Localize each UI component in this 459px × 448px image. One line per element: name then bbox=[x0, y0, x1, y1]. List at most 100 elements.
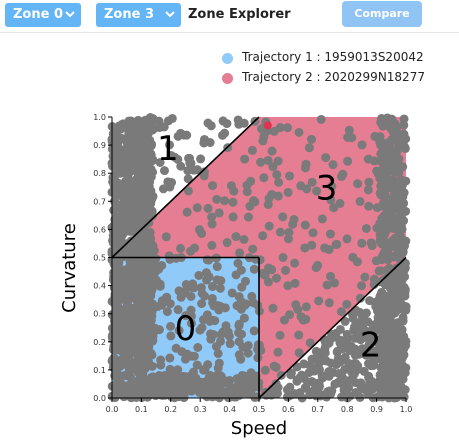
scatter-point bbox=[111, 129, 121, 139]
scatter-point bbox=[195, 325, 205, 335]
scatter-point bbox=[165, 353, 175, 363]
y-tick-label: 0.3 bbox=[93, 310, 106, 319]
scatter-point bbox=[149, 246, 159, 256]
scatter-point bbox=[327, 181, 337, 191]
scatter-point bbox=[202, 255, 212, 265]
scatter-point bbox=[205, 138, 215, 148]
scatter-point bbox=[324, 298, 334, 308]
scatter-point bbox=[291, 300, 301, 310]
scatter-point bbox=[124, 352, 134, 362]
scatter-point bbox=[401, 302, 411, 312]
scatter-point bbox=[159, 166, 169, 176]
scatter-point bbox=[273, 347, 283, 357]
zone-label-2: 2 bbox=[360, 326, 382, 366]
scatter-point bbox=[275, 227, 285, 237]
page-title: Zone Explorer bbox=[188, 7, 291, 22]
scatter-point bbox=[290, 258, 300, 268]
scatter-point bbox=[207, 240, 217, 250]
scatter-point bbox=[125, 167, 135, 177]
scatter-point bbox=[146, 164, 156, 174]
y-axis-title: Curvature bbox=[59, 223, 80, 313]
scatter-point bbox=[249, 264, 259, 274]
scatter-point bbox=[116, 319, 126, 329]
scatter-point bbox=[183, 174, 193, 184]
y-tick-label: 0.1 bbox=[93, 366, 106, 375]
scatter-point bbox=[148, 155, 158, 165]
scatter-point bbox=[397, 201, 407, 211]
scatter-point bbox=[326, 195, 336, 205]
scatter-point bbox=[360, 272, 370, 282]
scatter-point bbox=[132, 296, 142, 306]
x-tick-label: 0.1 bbox=[135, 405, 148, 414]
scatter-point bbox=[114, 155, 124, 165]
scatter-point bbox=[187, 283, 197, 293]
scatter-point bbox=[242, 180, 252, 190]
scatter-point bbox=[305, 390, 315, 400]
scatter-point bbox=[308, 377, 318, 387]
toolbar: Zone 0 Zone 3 Zone Explorer Compare bbox=[0, 0, 459, 33]
scatter-point bbox=[183, 186, 193, 196]
scatter-point bbox=[176, 292, 186, 302]
scatter-point bbox=[215, 336, 225, 346]
scatter-point bbox=[128, 123, 138, 133]
scatter-point bbox=[350, 360, 360, 370]
scatter-point bbox=[182, 207, 192, 217]
scatter-point bbox=[373, 169, 383, 179]
scatter-point bbox=[272, 273, 282, 283]
x-tick-label: 0.8 bbox=[341, 405, 354, 414]
scatter-point bbox=[342, 234, 352, 244]
x-tick-label: 1.0 bbox=[400, 405, 413, 414]
scatter-point bbox=[174, 326, 184, 336]
scatter-point bbox=[247, 145, 257, 155]
scatter-point bbox=[393, 328, 403, 338]
scatter-point bbox=[267, 146, 277, 156]
scatter-point bbox=[389, 223, 399, 233]
scatter-point bbox=[243, 212, 253, 222]
scatter-point bbox=[337, 172, 347, 182]
scatter-point bbox=[197, 288, 207, 298]
scatter-point bbox=[308, 228, 318, 238]
y-tick-label: 0.2 bbox=[93, 338, 106, 347]
scatter-point bbox=[201, 268, 211, 278]
scatter-point bbox=[342, 329, 352, 339]
scatter-point bbox=[399, 262, 409, 272]
scatter-point bbox=[285, 171, 295, 181]
scatter-point bbox=[259, 173, 269, 183]
scatter-point bbox=[122, 186, 132, 196]
scatter-point bbox=[315, 351, 325, 361]
scatter-point bbox=[374, 352, 384, 362]
scatter-point bbox=[207, 219, 217, 229]
scatter-point bbox=[249, 326, 259, 336]
zone-select-a[interactable]: Zone 0 bbox=[5, 3, 81, 27]
scatter-point bbox=[263, 200, 273, 210]
compare-button[interactable]: Compare bbox=[342, 1, 422, 27]
scatter-point bbox=[112, 371, 122, 381]
scatter-point bbox=[119, 210, 129, 220]
scatter-point bbox=[264, 221, 274, 231]
scatter-point bbox=[222, 119, 232, 129]
x-tick-label: 0.7 bbox=[311, 405, 324, 414]
scatter-point bbox=[386, 379, 396, 389]
scatter-point bbox=[132, 156, 142, 166]
scatter-point bbox=[206, 329, 216, 339]
zone-select-b[interactable]: Zone 3 bbox=[96, 3, 181, 27]
scatter-point bbox=[111, 383, 121, 393]
scatter-point bbox=[108, 173, 118, 183]
scatter-point bbox=[234, 350, 244, 360]
scatter-point bbox=[147, 361, 157, 371]
scatter-point bbox=[377, 184, 387, 194]
scatter-point bbox=[176, 161, 186, 171]
scatter-point bbox=[258, 268, 268, 278]
scatter-point bbox=[296, 181, 306, 191]
scatter-point bbox=[290, 389, 300, 399]
x-tick-label: 0.9 bbox=[370, 405, 383, 414]
zone-select-b-label: Zone 3 bbox=[104, 7, 155, 22]
scatter-point bbox=[347, 367, 357, 377]
scatter-point bbox=[386, 284, 396, 294]
scatter-point bbox=[364, 201, 374, 211]
scatter-point bbox=[231, 392, 241, 402]
scatter-point bbox=[203, 118, 213, 128]
chevron-down-icon bbox=[65, 11, 75, 18]
scatter-point bbox=[142, 297, 152, 307]
